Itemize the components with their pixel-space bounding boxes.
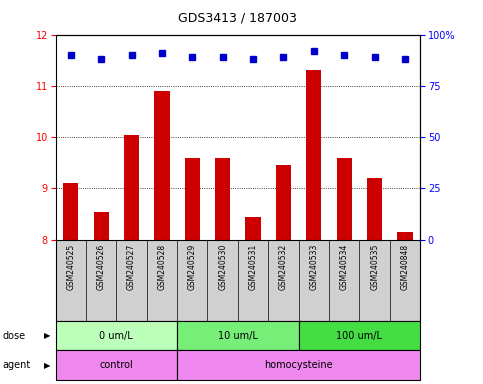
- Text: 100 um/L: 100 um/L: [337, 331, 383, 341]
- Bar: [306, 71, 322, 240]
- Bar: [276, 166, 291, 240]
- Bar: [177, 321, 298, 351]
- Bar: [367, 178, 382, 240]
- Text: GSM240535: GSM240535: [370, 244, 379, 290]
- Text: GSM240533: GSM240533: [309, 244, 318, 290]
- Bar: [245, 217, 261, 240]
- Bar: [124, 135, 139, 240]
- Bar: [337, 158, 352, 240]
- Text: GSM240525: GSM240525: [66, 244, 75, 290]
- Text: GSM240529: GSM240529: [188, 244, 197, 290]
- Bar: [63, 183, 78, 240]
- Bar: [154, 91, 170, 240]
- Bar: [56, 321, 177, 351]
- Text: 10 um/L: 10 um/L: [218, 331, 258, 341]
- Text: 0 um/L: 0 um/L: [99, 331, 133, 341]
- Text: GSM240530: GSM240530: [218, 244, 227, 290]
- Text: GSM240526: GSM240526: [97, 244, 106, 290]
- Text: GSM240534: GSM240534: [340, 244, 349, 290]
- Text: GSM240531: GSM240531: [249, 244, 257, 290]
- Text: agent: agent: [2, 360, 30, 370]
- Text: homocysteine: homocysteine: [264, 360, 333, 370]
- Text: GSM240848: GSM240848: [400, 244, 410, 290]
- Bar: [185, 158, 200, 240]
- Text: GDS3413 / 187003: GDS3413 / 187003: [178, 12, 298, 25]
- Text: control: control: [99, 360, 133, 370]
- Bar: [94, 212, 109, 240]
- Bar: [177, 351, 420, 380]
- Bar: [56, 351, 177, 380]
- Text: GSM240532: GSM240532: [279, 244, 288, 290]
- Text: ▶: ▶: [43, 331, 50, 340]
- Bar: [298, 321, 420, 351]
- Bar: [398, 232, 412, 240]
- Text: ▶: ▶: [43, 361, 50, 370]
- Text: GSM240528: GSM240528: [157, 244, 167, 290]
- Text: GSM240527: GSM240527: [127, 244, 136, 290]
- Text: dose: dose: [2, 331, 26, 341]
- Bar: [215, 158, 230, 240]
